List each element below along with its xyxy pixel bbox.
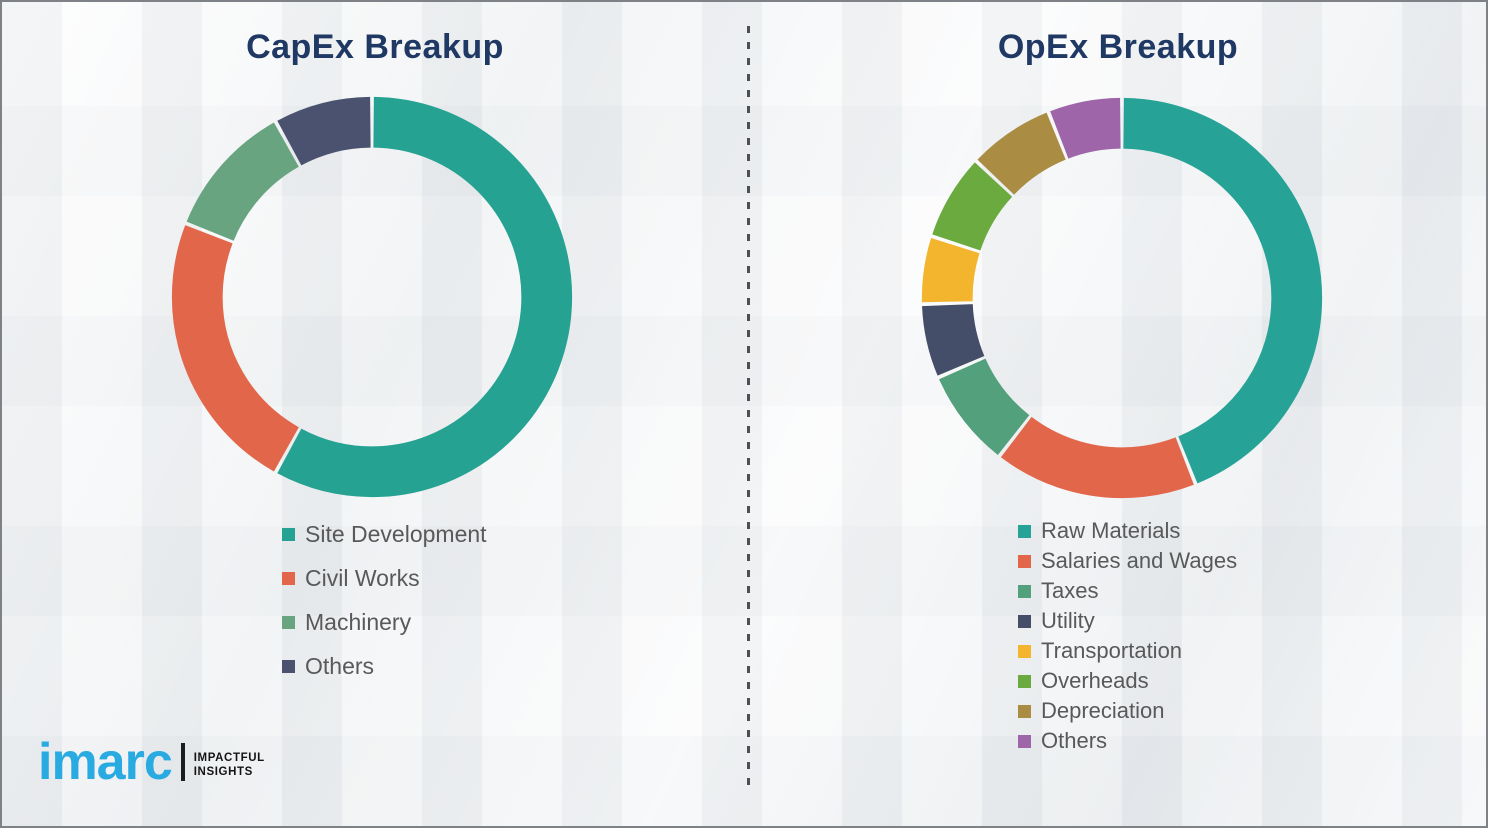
legend-label: Transportation xyxy=(1041,638,1183,663)
legend-item: Machinery xyxy=(282,600,487,644)
donut-segment-site-development xyxy=(171,96,573,498)
legend-swatch-icon xyxy=(1018,584,1031,598)
legend-swatch-icon xyxy=(1018,524,1031,538)
legend-swatch-icon xyxy=(282,571,295,585)
legend-label: Raw Materials xyxy=(1041,518,1181,543)
legend-item: Depreciation xyxy=(1018,696,1237,726)
donut-segment-civil-works xyxy=(171,96,573,498)
legend-item: Raw Materials xyxy=(1018,516,1237,546)
legend-item: Taxes xyxy=(1018,576,1237,606)
legend-item: Civil Works xyxy=(282,556,487,600)
legend-label: Machinery xyxy=(305,608,412,635)
legend-swatch-icon xyxy=(282,527,295,541)
logo-separator-bar xyxy=(180,743,185,782)
donut-segment-salaries-and-wages xyxy=(921,97,1323,499)
capex-legend: Site Development Civil Works Machinery Othe… xyxy=(282,512,487,688)
legend-swatch-icon xyxy=(1018,554,1031,568)
legend-label: Utility xyxy=(1041,608,1095,633)
opex-donut-svg xyxy=(921,97,1323,499)
legend-item: Site Development xyxy=(282,512,487,556)
legend-item: Utility xyxy=(1018,606,1237,636)
legend-label: Others xyxy=(1041,728,1108,753)
legend-label: Others xyxy=(305,652,375,679)
legend-label: Salaries and Wages xyxy=(1041,548,1238,573)
logo-tagline: IMPACTFUL INSIGHTS xyxy=(193,751,265,779)
imarc-logo: imarc IMPACTFUL INSIGHTS xyxy=(38,733,265,791)
legend-swatch-icon xyxy=(1018,674,1031,688)
legend-swatch-icon xyxy=(1018,614,1031,628)
capex-panel: CapEx Breakup Site Development Civil Work… xyxy=(2,2,748,826)
donut-segment-transportation xyxy=(921,97,1323,499)
capex-donut-svg xyxy=(171,96,573,498)
opex-title: OpEx Breakup xyxy=(997,28,1239,66)
legend-swatch-icon xyxy=(1018,734,1031,748)
legend-item: Others xyxy=(282,644,487,688)
legend-swatch-icon xyxy=(1018,704,1031,718)
capex-title: CapEx Breakup xyxy=(246,28,504,66)
opex-legend: Raw Materials Salaries and Wages Taxes Util… xyxy=(1018,516,1237,756)
legend-item: Transportation xyxy=(1018,636,1237,666)
legend-swatch-icon xyxy=(282,659,295,673)
legend-label: Civil Works xyxy=(305,564,420,591)
opex-donut-chart xyxy=(917,93,1327,503)
legend-swatch-icon xyxy=(282,615,295,629)
legend-item: Others xyxy=(1018,726,1237,756)
legend-item: Overheads xyxy=(1018,666,1237,696)
legend-label: Site Development xyxy=(305,520,487,547)
donut-segment-raw-materials xyxy=(921,97,1323,499)
divider-dashed-line xyxy=(747,26,750,794)
opex-panel: OpEx Breakup Raw Materials Salaries and W… xyxy=(750,2,1486,826)
legend-label: Overheads xyxy=(1041,668,1149,693)
capex-donut-chart xyxy=(167,92,577,502)
legend-item: Salaries and Wages xyxy=(1018,546,1237,576)
legend-swatch-icon xyxy=(1018,644,1031,658)
legend-label: Depreciation xyxy=(1041,698,1165,723)
legend-label: Taxes xyxy=(1041,578,1099,603)
imarc-wordmark: imarc xyxy=(38,733,173,791)
